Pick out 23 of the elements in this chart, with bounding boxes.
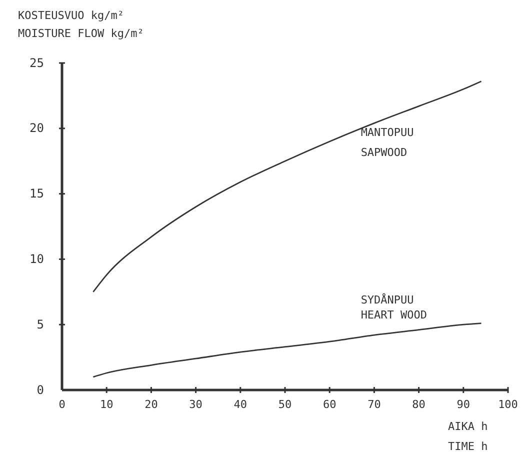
line-series xyxy=(92,322,482,378)
x-tick-label: 80 xyxy=(412,398,426,411)
x-axis-title: AIKA h TIME h xyxy=(448,420,488,452)
x-tick-label: 90 xyxy=(456,398,470,411)
x-tick-label: 40 xyxy=(234,398,248,411)
x-tick-label: 50 xyxy=(278,398,292,411)
y-tick-label: 20 xyxy=(30,121,44,136)
series-label: SYDÅNPUU HEART WOOD xyxy=(360,292,428,322)
y-tick-label: 25 xyxy=(30,56,44,70)
y-tick-label: 15 xyxy=(30,186,44,201)
y-tick-label: 10 xyxy=(30,252,44,266)
y-tick-label: 5 xyxy=(36,317,44,332)
line-series xyxy=(92,80,482,293)
x-tick-label: 30 xyxy=(189,398,202,411)
y-axis-title: KOSTEUSVUO kg/m² MOISTURE FLOW kg/m² xyxy=(18,9,144,40)
x-tick-label: 20 xyxy=(144,398,158,411)
x-tick-label: 0 xyxy=(58,398,66,411)
x-tick-label: 100 xyxy=(498,398,518,411)
y-tick-label: 0 xyxy=(36,382,44,397)
x-tick-label: 70 xyxy=(368,398,381,411)
x-tick-label: 60 xyxy=(322,398,336,411)
x-tick-label: 10 xyxy=(100,398,114,411)
series-label: MANTOPUU SAPWOOD xyxy=(360,126,414,160)
